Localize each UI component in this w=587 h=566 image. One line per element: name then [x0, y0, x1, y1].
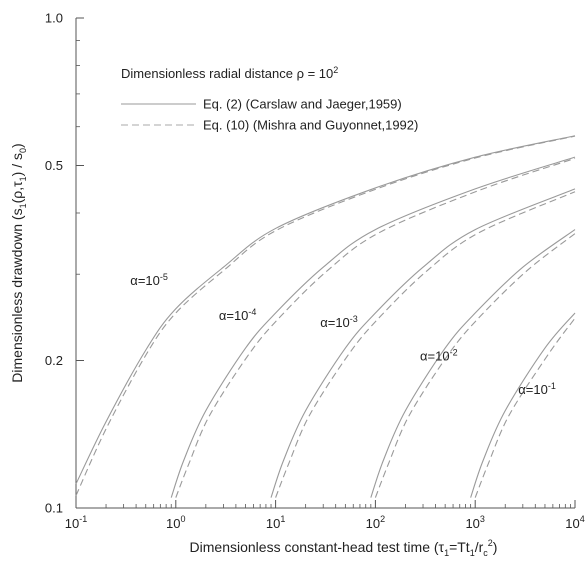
alpha-label: α=10-4 — [219, 307, 257, 323]
x-tick-label: 10-1 — [65, 514, 87, 531]
y-tick-label: 0.5 — [45, 158, 63, 173]
y-tick-label: 0.2 — [45, 353, 63, 368]
x-tick-label: 101 — [266, 514, 285, 531]
legend: Dimensionless radial distance ρ = 102 Eq.… — [121, 65, 418, 133]
y-tick-label: 1.0 — [45, 11, 63, 26]
x-tick-labels: 10-1 100 101 102 103 104 — [65, 514, 585, 531]
legend-entry-label: Eq. (10) (Mishra and Guyonnet,1992) — [203, 118, 418, 133]
legend-entry-label: Eq. (2) (Carslaw and Jaeger,1959) — [203, 97, 402, 112]
y-tick-label: 0.1 — [45, 501, 63, 516]
curve-dashed-alpha--2 — [374, 233, 576, 498]
curve-solid-alpha--3 — [270, 188, 576, 498]
x-tick-label: 102 — [366, 514, 385, 531]
alpha-label: α=10-1 — [518, 381, 556, 397]
curve-dashed-alpha--5 — [75, 135, 576, 496]
curve-solid-alpha--2 — [370, 229, 576, 498]
curve-solid-alpha--5 — [75, 135, 576, 485]
alpha-label: α=10-2 — [420, 347, 458, 363]
y-axis-title: Dimensionless drawdown (s1(ρ,τ1) / s0) — [9, 143, 28, 382]
x-tick-label: 100 — [166, 514, 185, 531]
curve-solid-alpha--1 — [470, 312, 576, 498]
curve-dashed-alpha--1 — [474, 317, 576, 498]
y-tick-labels: 0.1 0.2 0.5 1.0 — [45, 11, 63, 516]
curve-dashed-alpha--3 — [275, 191, 576, 498]
curve-solid-alpha--4 — [170, 156, 576, 498]
curves — [75, 135, 576, 498]
x-axis-title: Dimensionless constant-head test time (τ… — [190, 538, 498, 558]
alpha-label: α=10-5 — [130, 272, 168, 288]
major-ticks — [75, 17, 576, 509]
x-tick-label: 104 — [565, 514, 584, 531]
minor-ticks — [76, 40, 571, 508]
curve-dashed-alpha--4 — [175, 157, 576, 498]
alpha-label: α=10-3 — [320, 314, 358, 330]
x-tick-label: 103 — [465, 514, 484, 531]
alpha-labels: α=10-5 α=10-4 α=10-3 α=10-2 α=10-1 — [130, 272, 556, 397]
legend-heading: Dimensionless radial distance ρ = 102 — [121, 65, 338, 81]
